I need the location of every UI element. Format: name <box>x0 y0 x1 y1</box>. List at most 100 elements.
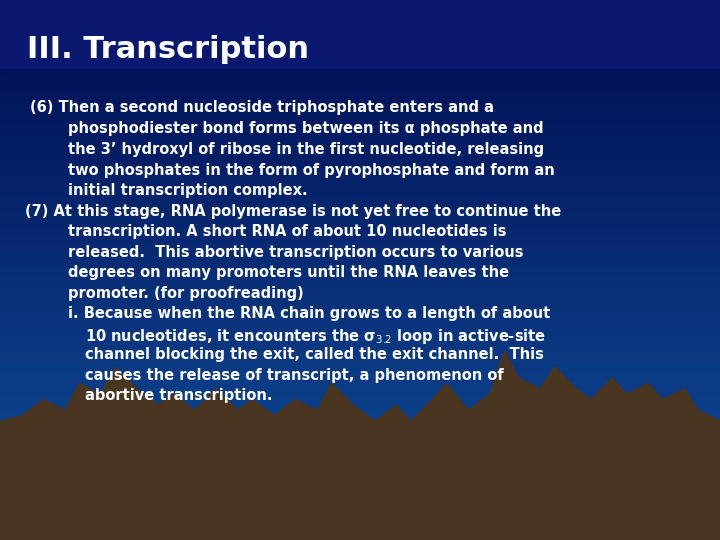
Bar <box>0 453 720 454</box>
Bar <box>0 234 720 236</box>
Text: promoter. (for proofreading): promoter. (for proofreading) <box>68 286 304 301</box>
Bar <box>0 376 720 378</box>
Bar <box>0 400 720 401</box>
Bar <box>0 425 720 427</box>
Bar <box>0 70 720 72</box>
Bar <box>0 523 720 524</box>
Bar <box>0 212 720 214</box>
Bar <box>0 436 720 437</box>
Bar <box>0 508 720 509</box>
Bar <box>0 394 720 396</box>
Bar <box>0 497 720 498</box>
Bar <box>0 360 720 362</box>
Bar <box>0 97 720 99</box>
Bar <box>0 452 720 454</box>
Bar <box>0 349 720 351</box>
Bar <box>0 104 720 106</box>
Bar <box>0 403 720 405</box>
Bar <box>0 22 720 23</box>
Bar <box>0 101 720 103</box>
Bar <box>0 254 720 255</box>
Bar <box>0 137 720 139</box>
Text: degrees on many promoters until the RNA leaves the: degrees on many promoters until the RNA … <box>68 265 510 280</box>
Bar <box>0 491 720 493</box>
Bar <box>0 295 720 297</box>
Bar <box>0 518 720 520</box>
Bar <box>0 389 720 390</box>
Bar <box>0 465 720 467</box>
Bar <box>0 340 720 342</box>
Bar <box>0 491 720 492</box>
Bar <box>0 407 720 409</box>
Bar <box>0 396 720 398</box>
Bar <box>0 516 720 517</box>
Bar <box>0 169 720 171</box>
Bar <box>0 11 720 12</box>
Bar <box>0 302 720 304</box>
Bar <box>0 420 720 421</box>
Bar <box>0 66 720 69</box>
Bar <box>0 65 720 66</box>
Bar <box>0 481 720 482</box>
Bar <box>0 512 720 514</box>
Bar <box>0 520 720 522</box>
Bar <box>0 475 720 476</box>
Text: (7) At this stage, RNA polymerase is not yet free to continue the: (7) At this stage, RNA polymerase is not… <box>25 204 562 219</box>
Bar <box>0 72 720 74</box>
Bar <box>0 496 720 497</box>
Bar <box>0 9 720 11</box>
Bar <box>0 315 720 317</box>
Bar <box>0 266 720 268</box>
Text: abortive transcription.: abortive transcription. <box>85 388 272 403</box>
Bar <box>0 536 720 537</box>
Bar <box>0 191 720 193</box>
Bar <box>0 461 720 463</box>
Bar <box>0 85 720 86</box>
Bar <box>0 252 720 254</box>
Bar <box>0 476 720 477</box>
Bar <box>0 306 720 308</box>
Bar <box>0 537 720 538</box>
Bar <box>0 106 720 108</box>
Bar <box>0 218 720 220</box>
Bar <box>0 443 720 444</box>
Bar <box>0 194 720 196</box>
Bar <box>0 455 720 456</box>
Bar <box>0 63 720 65</box>
Bar <box>0 462 720 463</box>
Bar <box>0 355 720 356</box>
Bar <box>0 513 720 515</box>
Bar <box>0 488 720 489</box>
Bar <box>0 515 720 516</box>
Bar <box>0 378 720 380</box>
Bar <box>0 466 720 468</box>
Bar <box>0 52 720 54</box>
Bar <box>0 214 720 216</box>
Bar <box>0 130 720 131</box>
Bar <box>0 324 720 326</box>
Bar <box>0 385 720 387</box>
Bar <box>0 304 720 306</box>
Bar <box>0 29 720 31</box>
Bar <box>0 7 720 9</box>
Bar <box>0 209 720 211</box>
Bar <box>0 309 720 312</box>
Polygon shape <box>0 351 720 540</box>
Bar <box>0 160 720 162</box>
Bar <box>0 47 720 49</box>
Bar <box>0 135 720 137</box>
Bar <box>0 96 720 97</box>
Bar <box>0 277 720 279</box>
Bar <box>0 93 720 96</box>
Bar <box>0 380 720 382</box>
Bar <box>0 180 720 182</box>
Bar <box>0 250 720 252</box>
Bar <box>0 470 720 471</box>
Bar <box>0 405 720 407</box>
Bar <box>0 427 720 428</box>
Bar <box>0 374 720 376</box>
Bar <box>0 500 720 501</box>
Bar <box>0 326 720 328</box>
Bar <box>0 223 720 225</box>
Bar <box>0 449 720 450</box>
